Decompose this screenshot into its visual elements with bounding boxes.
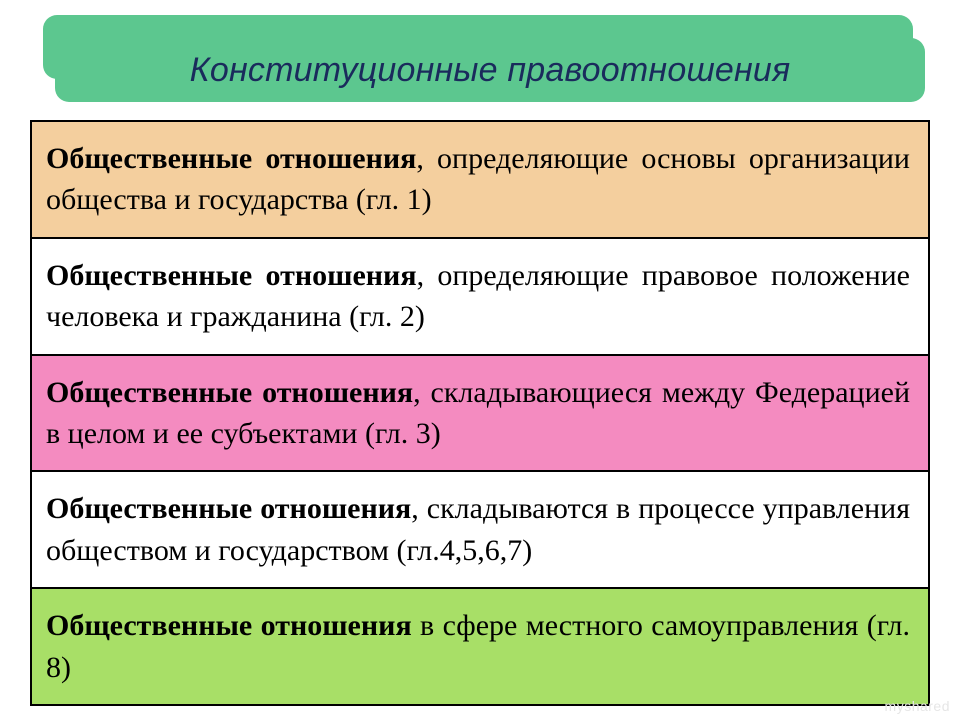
table-row: Общественные отношения, определяющие пра… — [32, 237, 928, 354]
row-bold: Общественные отношения — [46, 142, 416, 175]
table-row: Общественные отношения, складываются в п… — [32, 470, 928, 587]
title-bar: Конституционные правоотношения — [55, 38, 925, 102]
table-row: Общественные отношения в сфере местного … — [32, 587, 928, 704]
row-bold: Общественные отношения — [46, 259, 417, 292]
row-bold: Общественные отношения — [46, 376, 413, 409]
page-title: Конституционные правоотношения — [190, 51, 791, 90]
relations-table: Общественные отношения, определяющие осн… — [30, 120, 930, 706]
watermark: myshared — [885, 698, 950, 714]
table-row: Общественные отношения, определяющие осн… — [32, 122, 928, 237]
table-row: Общественные отношения, складывающиеся м… — [32, 354, 928, 471]
row-bold: Общественные отношения — [46, 609, 412, 642]
row-bold: Общественные отношения — [46, 492, 411, 525]
